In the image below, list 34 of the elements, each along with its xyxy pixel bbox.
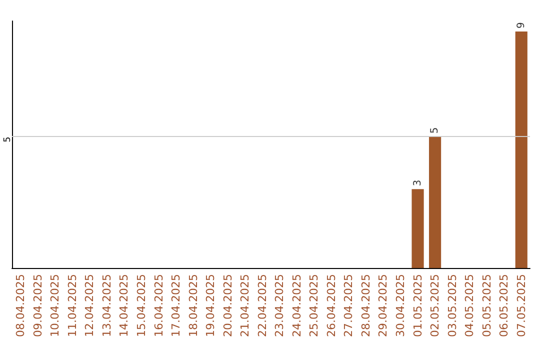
data-label: 3 [412, 180, 424, 186]
x-tick-label: 26.04.2025 [324, 274, 338, 338]
x-tick-label: 11.04.2025 [66, 274, 79, 338]
x-tick-label: 30.04.2025 [394, 274, 407, 338]
x-tick-label: 22.04.2025 [256, 274, 269, 338]
x-tick-label: 05.05.2025 [480, 274, 494, 338]
x-tick-label: 08.04.2025 [14, 274, 28, 338]
x-tick-label: 10.04.2025 [48, 274, 62, 338]
x-tick-label: 28.04.2025 [359, 274, 372, 338]
x-tick-label: 13.04.2025 [100, 274, 114, 338]
x-tick-label: 23.04.2025 [273, 274, 286, 338]
x-tick-label: 16.04.2025 [152, 274, 166, 338]
x-tick-label: 21.04.2025 [238, 274, 252, 338]
x-tick-label: 07.05.2025 [514, 274, 528, 338]
x-tick-label: 01.05.2025 [411, 274, 424, 338]
x-tick-label: 06.05.2025 [498, 274, 511, 338]
data-label: 9 [516, 22, 527, 29]
x-tick-label: 04.05.2025 [463, 274, 476, 338]
ref-line-label: 5 [3, 136, 13, 142]
x-tick-label: 24.04.2025 [290, 274, 304, 338]
x-tick-label: 03.05.2025 [446, 274, 459, 338]
x-tick-label: 15.04.2025 [135, 274, 148, 338]
x-tick-label: 18.04.2025 [186, 274, 200, 338]
x-tick-label: 17.04.2025 [170, 274, 183, 338]
x-tick-label: 02.05.2025 [428, 274, 442, 338]
x-tick-label: 29.04.2025 [376, 274, 390, 338]
x-tick-label: 14.04.2025 [118, 274, 131, 338]
x-tick-label: 20.04.2025 [221, 274, 234, 338]
x-tick-label: 09.04.2025 [31, 274, 44, 338]
x-tick-label: 12.04.2025 [83, 274, 96, 338]
data-label: 5 [430, 127, 441, 134]
x-tick-label: 25.04.2025 [308, 274, 321, 338]
x-tick-label: 19.04.2025 [204, 274, 218, 338]
x-tick-label: 27.04.2025 [342, 274, 356, 338]
